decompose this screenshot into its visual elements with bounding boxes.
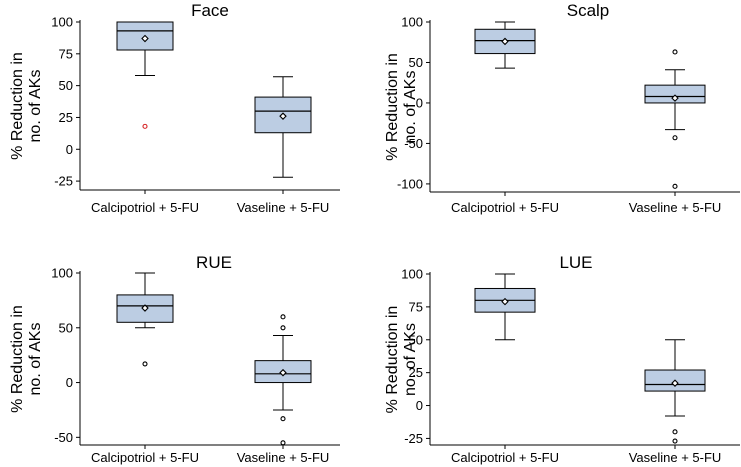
outlier-point xyxy=(142,361,148,367)
y-tick-label: 50 xyxy=(409,55,423,70)
y-tick-label: -50 xyxy=(404,136,423,151)
mean-marker xyxy=(501,37,509,46)
y-tick-label: -50 xyxy=(54,430,73,445)
x-tick-label: Vaseline + 5-FU xyxy=(629,450,722,465)
outlier-point xyxy=(672,429,678,435)
outlier-point xyxy=(280,416,286,422)
panel-title: Scalp xyxy=(567,1,610,20)
mean-marker xyxy=(141,34,149,43)
outlier-point xyxy=(280,440,286,446)
y-axis-label: no. of AKs xyxy=(27,70,44,143)
mean-marker xyxy=(671,94,679,102)
panel-rue: RUE % Reduction in no. of AKs -50 0 50 100 Calc… xyxy=(9,253,340,465)
y-tick-label: 25 xyxy=(409,365,423,380)
y-axis-label: % Reduction in xyxy=(384,306,401,414)
x-tick-label: Vaseline + 5-FU xyxy=(237,450,330,465)
y-axis-label: % Reduction in xyxy=(384,53,401,161)
y-tick-label: 75 xyxy=(409,299,423,314)
y-tick-label: 0 xyxy=(66,142,73,157)
y-tick-label: 0 xyxy=(416,398,423,413)
mean-marker xyxy=(501,297,509,306)
panel-face: Face % Reduction in no. of AKs -25 0 25 50 75 10… xyxy=(9,1,340,215)
y-tick-label: 100 xyxy=(401,15,423,30)
outlier-point xyxy=(280,314,286,320)
iqr-box xyxy=(644,84,706,104)
outlier-point xyxy=(672,438,678,444)
y-tick-label: -25 xyxy=(54,174,73,189)
y-axis-label: no. of AKs xyxy=(402,323,419,396)
outlier-point xyxy=(672,183,678,189)
panel-title: RUE xyxy=(196,253,232,272)
y-tick-label: 50 xyxy=(59,78,73,93)
y-axis-label: % Reduction in xyxy=(9,52,26,160)
panel-scalp: Scalp % Reduction in no. of AKs -100 -50 0 50 1… xyxy=(384,1,740,215)
mean-marker xyxy=(279,112,287,120)
y-tick-label: -25 xyxy=(404,431,423,446)
outlier-point xyxy=(280,325,286,331)
mean-marker xyxy=(141,304,149,312)
outlier-point xyxy=(142,123,148,129)
y-tick-label: 75 xyxy=(59,46,73,61)
outlier-point xyxy=(672,49,678,55)
x-tick-label: Calcipotriol + 5-FU xyxy=(451,450,559,465)
outlier-point xyxy=(672,135,678,141)
y-tick-label: 50 xyxy=(59,320,73,335)
panel-title: LUE xyxy=(559,253,592,272)
y-tick-label: -100 xyxy=(397,176,423,191)
y-tick-label: 100 xyxy=(401,267,423,282)
y-tick-label: 0 xyxy=(66,375,73,390)
x-tick-label: Calcipotriol + 5-FU xyxy=(91,200,199,215)
mean-marker xyxy=(279,368,287,377)
y-axis-label: % Reduction in xyxy=(9,305,26,413)
panel-title: Face xyxy=(191,1,229,20)
y-tick-label: 100 xyxy=(51,15,73,30)
y-tick-label: 25 xyxy=(59,110,73,125)
panel-lue: LUE % Reduction in no. of AKs -25 0 25 50 75 100… xyxy=(384,253,740,465)
x-tick-label: Vaseline + 5-FU xyxy=(237,200,330,215)
y-axis-label: no. of AKs xyxy=(402,71,419,144)
mean-marker xyxy=(671,379,679,387)
x-tick-label: Calcipotriol + 5-FU xyxy=(451,200,559,215)
y-tick-label: 100 xyxy=(51,266,73,281)
y-tick-label: 0 xyxy=(416,95,423,110)
y-tick-label: 50 xyxy=(409,332,423,347)
x-tick-label: Calcipotriol + 5-FU xyxy=(91,450,199,465)
x-tick-label: Vaseline + 5-FU xyxy=(629,200,722,215)
y-axis-label: no. of AKs xyxy=(27,323,44,396)
